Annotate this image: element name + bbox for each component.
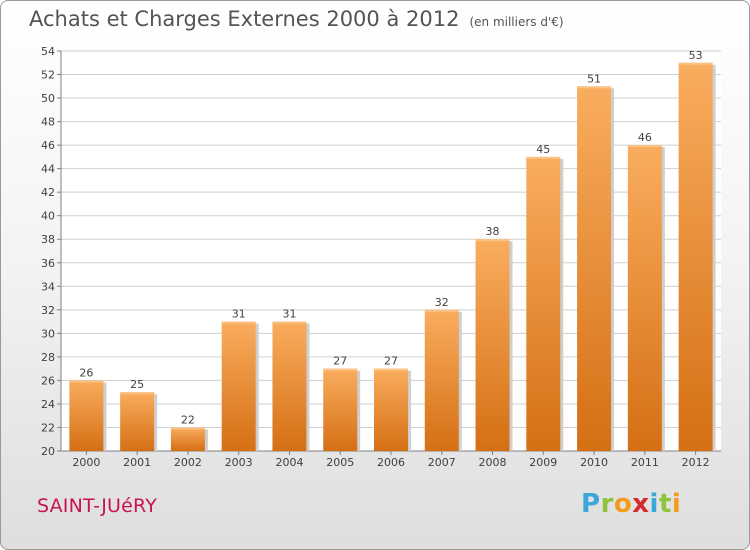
x-tick-label: 2004 (275, 456, 303, 469)
bar (323, 368, 358, 451)
bar-value-label: 27 (384, 355, 398, 368)
bar (526, 156, 561, 451)
bar-value-label: 46 (638, 131, 652, 144)
bar-cap (170, 427, 205, 430)
bar-value-label: 38 (486, 225, 500, 238)
x-tick-label: 2003 (225, 456, 253, 469)
x-tick-label: 2002 (174, 456, 202, 469)
logo-letter: P (581, 489, 601, 519)
bar-value-label: 27 (333, 355, 347, 368)
bar-cap (577, 86, 612, 89)
bar-value-label: 32 (435, 296, 449, 309)
y-tick-label: 40 (41, 210, 55, 223)
y-tick-label: 30 (41, 327, 55, 340)
bar-cap (272, 321, 307, 324)
bar-value-label: 31 (282, 308, 296, 321)
logo-letter: o (613, 489, 633, 519)
bar-value-label: 53 (689, 49, 703, 62)
unit-note: (en milliers d'€) (469, 15, 564, 29)
town-name: SAINT-JUéRY (37, 495, 157, 517)
logo-letter: r (600, 489, 614, 519)
bar-cap (424, 309, 459, 312)
bar-cap (475, 239, 510, 242)
y-tick-label: 20 (41, 445, 55, 458)
bar-cap (627, 145, 662, 148)
chart-title: Achats et Charges Externes 2000 à 2012 (e… (29, 7, 564, 31)
bar (69, 380, 104, 451)
x-tick-label: 2001 (123, 456, 151, 469)
y-tick-label: 54 (41, 45, 55, 58)
bar (374, 368, 408, 451)
logo-letter: i (671, 489, 682, 519)
y-tick-label: 48 (41, 116, 55, 129)
y-tick-label: 50 (41, 92, 55, 105)
y-tick-label: 22 (41, 421, 55, 434)
bar-value-label: 26 (79, 366, 93, 379)
y-tick-label: 42 (41, 186, 55, 199)
x-tick-label: 2007 (428, 456, 456, 469)
y-tick-label: 26 (41, 374, 55, 387)
bar (272, 321, 307, 451)
proxiti-logo: Proxiti (581, 489, 681, 519)
logo-letter: i (649, 489, 659, 519)
bar-value-label: 25 (130, 378, 144, 391)
bar (221, 321, 256, 451)
bar (678, 62, 713, 451)
y-tick-label: 36 (41, 257, 55, 270)
bar-cap (323, 368, 358, 371)
x-tick-label: 2005 (326, 456, 354, 469)
y-tick-label: 52 (41, 69, 55, 82)
bar-value-label: 22 (181, 413, 195, 426)
bar-value-label: 31 (232, 308, 246, 321)
y-tick-label: 24 (41, 398, 55, 411)
y-tick-label: 32 (41, 304, 55, 317)
x-tick-label: 2000 (72, 456, 100, 469)
bar-cap (69, 380, 104, 383)
x-tick-label: 2012 (682, 456, 710, 469)
bar-cap (678, 62, 713, 65)
bar-value-label: 51 (587, 72, 601, 85)
y-tick-label: 34 (41, 280, 55, 293)
bar-cap (221, 321, 256, 324)
y-tick-label: 28 (41, 351, 55, 364)
bar (475, 239, 510, 451)
x-tick-label: 2010 (580, 456, 608, 469)
bar-cap (374, 368, 408, 371)
bar-cap (526, 156, 561, 159)
x-tick-label: 2006 (377, 456, 405, 469)
bar (120, 392, 155, 451)
bar (170, 427, 205, 451)
y-tick-label: 44 (41, 163, 55, 176)
x-tick-label: 2009 (529, 456, 557, 469)
y-tick-label: 46 (41, 139, 55, 152)
logo-letter: t (658, 489, 672, 519)
x-tick-label: 2008 (479, 456, 507, 469)
chart-title-text: Achats et Charges Externes 2000 à 2012 (29, 7, 460, 31)
y-tick-label: 38 (41, 233, 55, 246)
bar (424, 309, 459, 451)
x-tick-label: 2011 (631, 456, 659, 469)
bar (627, 145, 662, 451)
logo-letter: x (632, 489, 650, 519)
bar-cap (120, 392, 155, 395)
bar-value-label: 45 (536, 143, 550, 156)
bar (577, 86, 612, 451)
